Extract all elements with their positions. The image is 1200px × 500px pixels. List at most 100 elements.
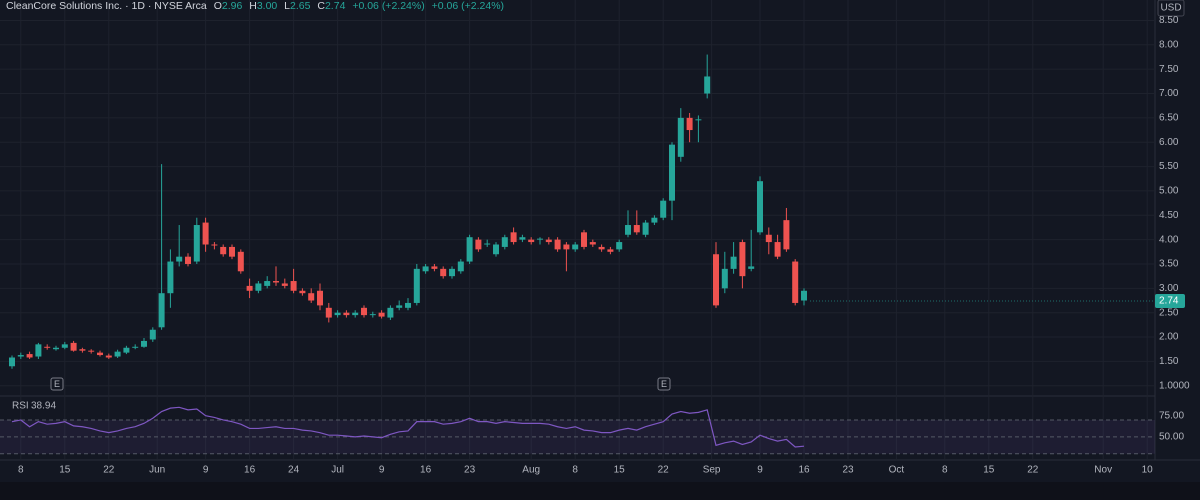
candle-body	[35, 344, 42, 357]
candle-body	[413, 268, 420, 303]
candle-body	[299, 290, 306, 294]
x-tick-label: 22	[103, 465, 115, 476]
x-tick-label: Oct	[889, 465, 905, 476]
candle-body	[273, 281, 279, 283]
earnings-box[interactable]	[657, 377, 671, 391]
earnings-label[interactable]: E	[661, 379, 667, 389]
y-tick-label: 6.50	[1159, 113, 1179, 124]
candle-body	[501, 237, 508, 247]
candle-body	[9, 357, 15, 367]
candle-body	[132, 346, 139, 348]
last-price-badge	[1155, 293, 1185, 308]
candle-body	[237, 251, 244, 272]
candle-body	[264, 281, 271, 286]
o-val: 2.96	[222, 0, 243, 12]
candle-body	[185, 256, 191, 264]
candle-body	[510, 232, 517, 243]
candle-body	[457, 261, 464, 272]
candle-body	[220, 246, 227, 255]
candle-body	[757, 181, 763, 233]
candle-body	[598, 246, 605, 250]
y-tick-label: 1.0000	[1159, 380, 1190, 391]
candle-body	[105, 355, 112, 358]
candle-body	[669, 144, 675, 201]
y-tick-label: 3.50	[1159, 259, 1179, 270]
h-key: H	[249, 0, 257, 12]
x-tick-label: 22	[1027, 465, 1039, 476]
candle-body	[774, 242, 781, 257]
earnings-label[interactable]: E	[54, 379, 60, 389]
candle-body	[449, 268, 455, 277]
earnings-marker[interactable]: E	[657, 377, 671, 391]
currency-box[interactable]	[1157, 0, 1185, 17]
candle-body	[422, 266, 429, 272]
candle-body	[202, 222, 209, 245]
candle-body	[589, 242, 596, 245]
candle-body	[211, 244, 218, 246]
candle-body	[607, 249, 614, 252]
grid	[0, 0, 1155, 460]
symbol-title: CleanCore Solutions Inc. · 1D · NYSE Arc…	[6, 0, 207, 12]
x-tick-label: 22	[658, 465, 670, 476]
y-tick-label: 7.50	[1159, 64, 1179, 75]
candle-body	[281, 283, 288, 286]
candle-body	[149, 329, 156, 340]
candle-body	[361, 307, 367, 316]
x-tick-label: 9	[757, 465, 763, 476]
candle-body	[721, 268, 728, 289]
candle-body	[61, 344, 68, 348]
earnings-box[interactable]	[50, 377, 64, 391]
c-val: 2.74	[325, 0, 346, 12]
candle-body	[695, 119, 702, 121]
candle-body	[176, 256, 183, 262]
l-key: L	[284, 0, 290, 12]
candle-body	[343, 312, 350, 316]
candle-body	[660, 200, 667, 218]
x-tick-label: 15	[59, 465, 71, 476]
candle-body	[484, 243, 491, 245]
candle-body	[44, 346, 51, 348]
marks	[0, 54, 1155, 455]
earnings-marker[interactable]: E	[50, 377, 64, 391]
y-tick-label: 5.50	[1159, 161, 1179, 172]
candle-body	[317, 290, 323, 306]
candle-body	[528, 239, 535, 243]
x-tick-label: Aug	[522, 465, 540, 476]
candle-body	[70, 342, 77, 351]
candle-body	[545, 239, 552, 243]
candle-body	[352, 312, 359, 316]
candle-body	[572, 244, 579, 250]
candle-body	[308, 293, 315, 301]
candle-body	[554, 239, 561, 250]
x-tick-label: 9	[379, 465, 385, 476]
x-tick-label: 9	[203, 465, 209, 476]
candle-body	[475, 239, 482, 250]
x-tick-label: 8	[572, 465, 578, 476]
currency[interactable]: USD	[1160, 3, 1181, 14]
candle-body	[405, 302, 411, 308]
x-tick-label: 16	[798, 465, 810, 476]
candle-body	[229, 246, 235, 257]
candle-body	[713, 254, 719, 306]
candle-body	[792, 261, 799, 303]
x-tick-label: Jul	[331, 465, 344, 476]
x-tick-label: Nov	[1094, 465, 1112, 476]
candle-body	[290, 281, 297, 291]
candle-body	[378, 312, 385, 317]
candle-body	[158, 293, 165, 328]
y2-tick-label: 75.00	[1159, 410, 1184, 421]
y2-tick-label: 50.00	[1159, 432, 1184, 443]
candle-body	[167, 261, 174, 294]
candle-body	[730, 256, 737, 269]
candle-body	[493, 244, 499, 255]
y-tick-label: 4.00	[1159, 234, 1179, 245]
candle-body	[616, 242, 623, 250]
candle-body	[748, 266, 755, 269]
candle-body	[141, 340, 147, 347]
y-tick-label: 1.50	[1159, 356, 1179, 367]
candle-body	[642, 222, 649, 235]
x-tick-label: 15	[614, 465, 626, 476]
candle-body	[17, 355, 24, 357]
